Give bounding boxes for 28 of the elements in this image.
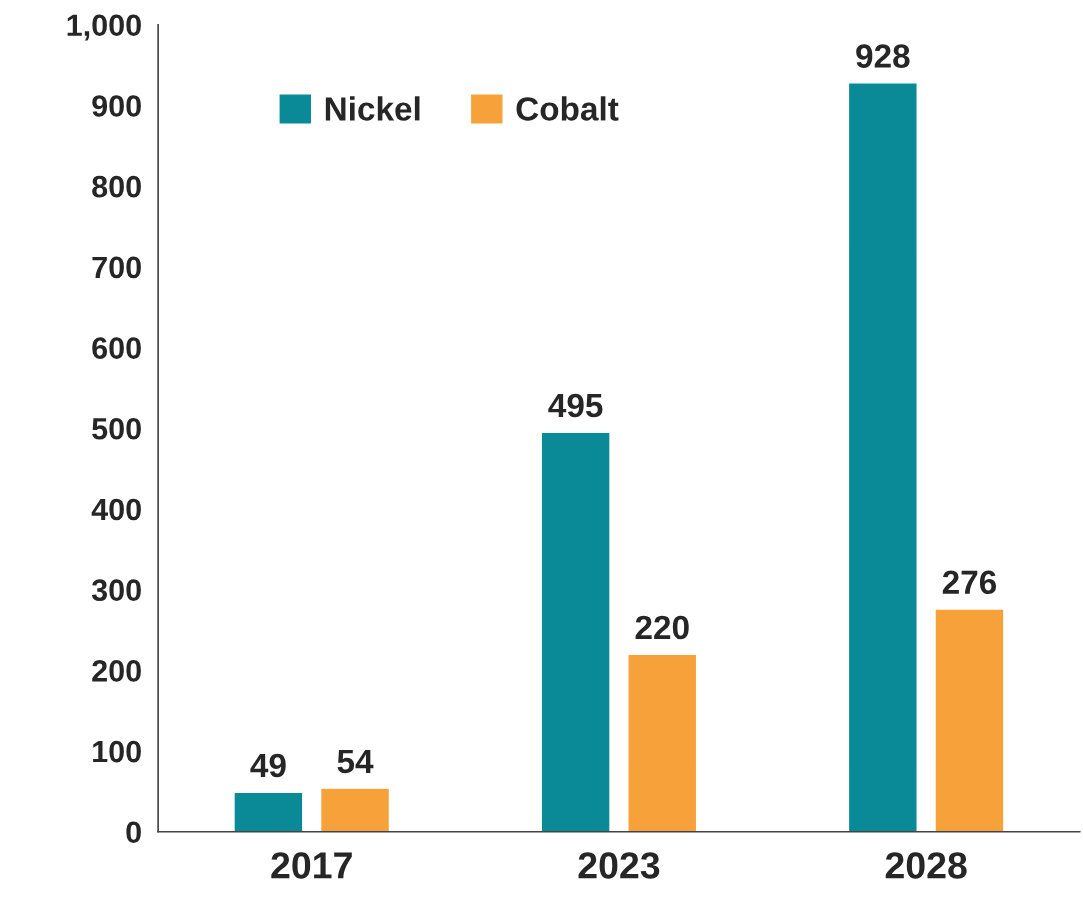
bar <box>233 791 304 832</box>
y-tick-label: 300 <box>91 579 141 602</box>
data-label: 49 <box>250 753 286 778</box>
y-tick-label: 800 <box>92 175 141 198</box>
y-tick-label: 1,000 <box>67 14 141 41</box>
x-tick-label: 2023 <box>578 852 660 879</box>
data-label: 220 <box>635 615 689 640</box>
x-tick-label: 2017 <box>271 852 352 879</box>
legend-label: Nickel <box>325 96 420 121</box>
bar <box>540 431 611 832</box>
data-label: 54 <box>337 749 374 774</box>
x-tick-label: 2028 <box>885 852 967 879</box>
data-label: 928 <box>856 44 910 68</box>
bar <box>847 82 918 832</box>
legend-label: Cobalt <box>516 96 619 121</box>
y-tick-label: 500 <box>92 417 141 440</box>
y-tick-label: 100 <box>93 740 141 763</box>
data-label: 495 <box>548 393 603 418</box>
bar <box>319 787 391 832</box>
bar <box>627 653 698 832</box>
y-tick-label: 600 <box>92 337 141 359</box>
y-tick-label: 900 <box>92 95 141 117</box>
y-tick-label: 700 <box>92 256 141 279</box>
y-tick-label: 0 <box>126 821 141 844</box>
y-tick-label: 200 <box>92 660 141 682</box>
data-label: 276 <box>942 570 997 595</box>
bar <box>934 608 1005 832</box>
y-tick-label: 400 <box>91 498 141 521</box>
